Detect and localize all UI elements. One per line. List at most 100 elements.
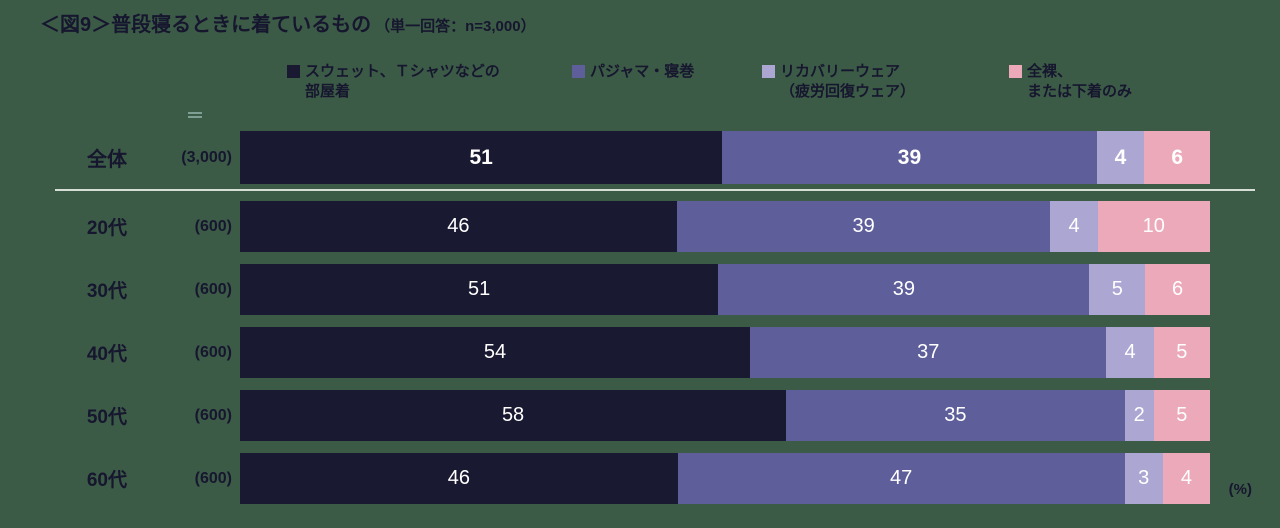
bar-value-label: 54 <box>483 341 507 363</box>
bar-value-label: 47 <box>890 467 913 489</box>
bar-value-label: 39 <box>852 215 875 237</box>
bar-segment: 39 <box>722 131 1097 184</box>
legend-label-line: または下着のみ <box>1027 83 1133 101</box>
legend-label-line: 全裸、 <box>1027 63 1073 80</box>
bar-value-label: 6 <box>1172 278 1184 300</box>
bar-value-label: 4 <box>1180 467 1192 489</box>
chart-title: ＜図9＞普段寝るときに着ているもの （単一回答：n=3,000） <box>40 8 536 37</box>
bar-segment: 4 <box>1162 453 1210 504</box>
row-count-label: (600) <box>194 469 232 487</box>
stacked-bar: 51 39 5 6 <box>240 264 1210 315</box>
bar-value-label: 10 <box>1142 215 1165 237</box>
bar-segment: 3 <box>1124 453 1163 504</box>
bar-segment: 37 <box>750 327 1107 378</box>
bar-value-label: 58 <box>501 404 525 426</box>
legend-swatch-icon <box>762 65 775 78</box>
bar-segment: 6 <box>1145 264 1210 315</box>
bar-segment: 4 <box>1096 131 1145 184</box>
legend-swatch-icon <box>1009 65 1022 78</box>
bar-segment: 39 <box>718 264 1090 315</box>
row-category-label: 60代 <box>86 470 127 491</box>
bar-segment: 51 <box>240 264 719 315</box>
legend-label: スウェット、Ｔシャツなどの 部屋着 <box>305 62 500 103</box>
legend-label-line: （疲労回復ウェア） <box>780 83 916 101</box>
bar-segment: 5 <box>1089 264 1146 315</box>
bar-segment: 10 <box>1097 201 1210 252</box>
bar-value-label: 51 <box>469 145 493 169</box>
row-count-label: (600) <box>194 343 232 361</box>
legend-label: 全裸、 または下着のみ <box>1027 62 1132 103</box>
bar-segment: 5 <box>1153 327 1210 378</box>
legend-swatch-icon <box>572 65 585 78</box>
bar-value-label: 3 <box>1138 467 1150 489</box>
stacked-bar: 54 37 4 5 <box>240 327 1210 378</box>
chart-rows: 全体 (3,000) 51 39 4 6 20代 (600) 46 39 4 10 30代 (600) 51… <box>40 131 1255 516</box>
row-count-label: (600) <box>194 406 232 424</box>
bar-segment: 46 <box>240 453 678 504</box>
legend-label: パジャマ・寝巻 <box>590 62 694 82</box>
bar-value-label: 51 <box>468 278 491 300</box>
chart-row: 50代 (600) 58 35 2 5 <box>40 390 1210 441</box>
bar-value-label: 35 <box>944 404 967 426</box>
chart-title-main: ＜図9＞普段寝るときに着ているもの <box>40 14 372 36</box>
bar-value-label: 39 <box>892 278 915 300</box>
bar-value-label: 46 <box>447 467 470 489</box>
chart-row: 40代 (600) 54 37 4 5 <box>40 327 1210 378</box>
chart-legend: スウェット、Ｔシャツなどの 部屋着 パジャマ・寝巻 リカバリーウェア （疲労回復… <box>287 62 1184 103</box>
bar-segment: 58 <box>240 390 787 441</box>
stacked-bar: 51 39 4 6 <box>240 131 1211 184</box>
bar-segment: 4 <box>1050 201 1098 252</box>
bar-segment: 54 <box>240 327 750 378</box>
legend-item: 全裸、 または下着のみ <box>1009 62 1184 103</box>
bar-segment: 47 <box>677 453 1125 504</box>
row-count-label: (600) <box>194 217 232 235</box>
decorative-mark <box>188 112 202 118</box>
row-category-label: 20代 <box>86 218 127 239</box>
stacked-bar: 46 47 3 4 <box>240 453 1210 504</box>
chart-title-sub: （単一回答：n=3,000） <box>375 18 536 35</box>
total-separator-line <box>55 189 1255 191</box>
bar-value-label: 4 <box>1114 145 1127 169</box>
row-category-label: 全体 <box>87 149 127 171</box>
bar-value-label: 4 <box>1124 341 1136 363</box>
stacked-bar: 46 39 4 10 <box>240 201 1210 252</box>
legend-item: リカバリーウェア （疲労回復ウェア） <box>762 62 959 103</box>
legend-label: リカバリーウェア （疲労回復ウェア） <box>780 62 915 103</box>
legend-label-line: パジャマ・寝巻 <box>590 63 695 80</box>
bar-segment: 39 <box>676 201 1051 252</box>
legend-item: パジャマ・寝巻 <box>572 62 712 103</box>
bar-value-label: 5 <box>1176 341 1188 363</box>
bar-segment: 46 <box>240 201 677 252</box>
bar-value-label: 5 <box>1176 404 1188 426</box>
bar-value-label: 37 <box>917 341 940 363</box>
stacked-bar: 58 35 2 5 <box>240 390 1210 441</box>
row-category-label: 30代 <box>86 281 127 302</box>
legend-label-line: スウェット、Ｔシャツなどの <box>305 63 500 80</box>
bar-value-label: 5 <box>1111 278 1123 300</box>
unit-label: (%) <box>1228 481 1252 498</box>
chart-row: 全体 (3,000) 51 39 4 6 <box>40 131 1211 184</box>
bar-segment: 4 <box>1106 327 1154 378</box>
bar-value-label: 6 <box>1171 145 1184 169</box>
chart-row: 20代 (600) 46 39 4 10 <box>40 201 1210 252</box>
bar-segment: 6 <box>1144 131 1211 184</box>
legend-label-line: 部屋着 <box>305 83 351 101</box>
legend-label-line: リカバリーウェア <box>780 63 901 80</box>
row-category-label: 50代 <box>86 407 127 428</box>
row-category-label: 40代 <box>86 344 127 365</box>
bar-segment: 5 <box>1153 390 1210 441</box>
chart-row: 60代 (600) 46 47 3 4 <box>40 453 1210 504</box>
bar-value-label: 46 <box>447 215 470 237</box>
bar-value-label: 39 <box>897 145 922 169</box>
row-count-label: (3,000) <box>181 148 232 166</box>
legend-swatch-icon <box>287 65 300 78</box>
legend-item: スウェット、Ｔシャツなどの 部屋着 <box>287 62 522 103</box>
chart-row: 30代 (600) 51 39 5 6 <box>40 264 1210 315</box>
bar-segment: 51 <box>240 131 723 184</box>
bar-value-label: 2 <box>1133 404 1145 426</box>
bar-segment: 35 <box>786 390 1125 441</box>
bar-segment: 2 <box>1124 390 1154 441</box>
bar-value-label: 4 <box>1068 215 1080 237</box>
row-count-label: (600) <box>194 280 232 298</box>
